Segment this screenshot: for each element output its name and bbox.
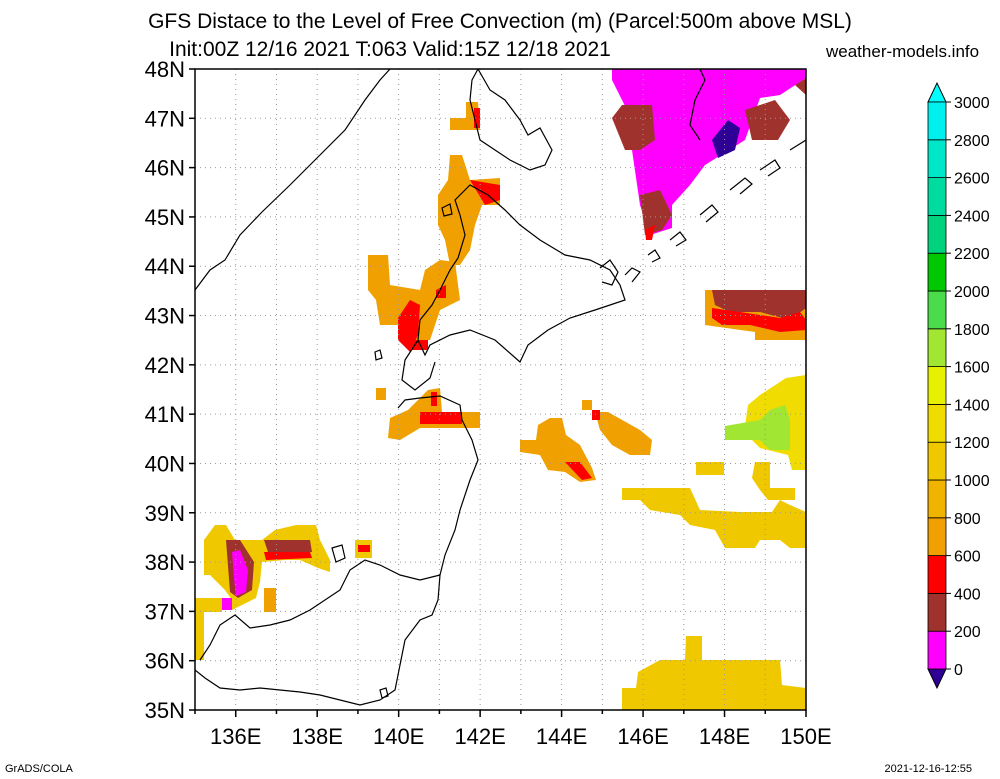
- colorbar-swatch: [927, 441, 947, 481]
- colorbar-swatch: [927, 593, 947, 632]
- field-patch: [595, 412, 652, 455]
- field-patch: [612, 69, 806, 235]
- colorbar-label: 1400: [954, 397, 990, 414]
- field-patch: [712, 120, 740, 158]
- field-patch: [622, 636, 806, 710]
- colorbar-swatch: [927, 630, 947, 670]
- colorbar-label: 2600: [954, 171, 990, 188]
- colorbar-label: 0: [954, 662, 963, 679]
- colorbar-swatch: [927, 139, 947, 179]
- field-patch: [264, 540, 312, 552]
- lat-label: 37N: [145, 599, 185, 624]
- colorbar-swatch: [927, 290, 947, 330]
- colorbar-label: 2400: [954, 208, 990, 225]
- colorbar-swatch: [927, 328, 947, 367]
- colorbar-swatch: [927, 252, 947, 292]
- colorbar-label: 800: [954, 511, 981, 528]
- map-frame: [194, 68, 807, 711]
- lon-label: 136E: [210, 724, 261, 749]
- field-patch: [222, 598, 232, 610]
- field-patch: [565, 462, 592, 480]
- colorbar-label: 1800: [954, 322, 990, 339]
- field-patch: [645, 225, 655, 240]
- graticule: [195, 69, 806, 710]
- lat-label: 35N: [145, 698, 185, 723]
- colorbar: 3000280026002400220020001800160014001200…: [927, 81, 990, 690]
- lfc-field: [195, 69, 806, 710]
- field-patch: [358, 545, 370, 552]
- colorbar-label: 400: [954, 586, 981, 603]
- field-patch: [725, 405, 790, 450]
- colorbar-swatch: [927, 479, 947, 519]
- field-patch: [436, 285, 446, 298]
- map-title: GFS Distace to the Level of Free Convect…: [148, 10, 852, 33]
- lat-label: 36N: [145, 649, 185, 674]
- map-subtitle: Init:00Z 12/16 2021 T:063 Valid:15Z 12/1…: [169, 38, 611, 61]
- field-patch: [420, 412, 462, 424]
- lon-label: 140E: [373, 724, 424, 749]
- colorbar-label: 2000: [954, 284, 990, 301]
- map-axes: 48N 47N 46N 45N 44N 43N 42N 41N 40N 39N 38N 37N 36N 3…: [145, 57, 832, 749]
- colorbar-label: 600: [954, 549, 981, 566]
- field-patch: [264, 588, 276, 612]
- colorbar-label: 3000: [954, 95, 990, 112]
- field-patch: [795, 78, 806, 95]
- field-patch: [195, 598, 222, 660]
- field-patch: [582, 400, 592, 410]
- footer-credit: GrADS/COLA: [5, 763, 73, 775]
- lon-label: 142E: [454, 724, 505, 749]
- field-patch: [368, 255, 460, 340]
- field-patch: [592, 410, 600, 420]
- colorbar-swatch: [927, 177, 947, 216]
- field-patch: [712, 290, 806, 320]
- colorbar-swatch: [927, 403, 947, 443]
- field-patch: [696, 462, 724, 475]
- colorbar-swatch: [927, 555, 947, 594]
- field-patch: [640, 190, 672, 235]
- field-patch: [376, 388, 386, 400]
- colorbar-swatch: [927, 101, 947, 141]
- lon-label: 148E: [699, 724, 750, 749]
- lat-label: 48N: [145, 57, 185, 82]
- colorbar-label: 200: [954, 624, 981, 641]
- field-patch: [712, 308, 806, 332]
- lat-label: 47N: [145, 106, 185, 131]
- colorbar-label: 1200: [954, 435, 990, 452]
- lat-label: 39N: [145, 501, 185, 526]
- colorbar-swatch: [927, 517, 947, 556]
- colorbar-swatch: [927, 366, 947, 405]
- colorbar-label: 1000: [954, 473, 990, 490]
- site-credit: weather-models.info: [826, 42, 980, 61]
- lat-label: 46N: [145, 156, 185, 181]
- field-patch: [398, 300, 420, 352]
- field-patch: [745, 100, 790, 140]
- lon-label: 144E: [536, 724, 587, 749]
- footer-timestamp: 2021-12-16-12:55: [884, 763, 972, 775]
- colorbar-label: 1600: [954, 360, 990, 377]
- colorbar-min-cap: [927, 668, 947, 690]
- field-patch: [622, 488, 806, 548]
- field-patch: [752, 462, 795, 500]
- field-patch: [612, 105, 655, 150]
- lon-label: 150E: [780, 724, 831, 749]
- lat-label: 42N: [145, 353, 185, 378]
- lon-label: 146E: [617, 724, 668, 749]
- lon-label: 138E: [292, 724, 343, 749]
- lat-label: 43N: [145, 304, 185, 329]
- colorbar-label: 2200: [954, 246, 990, 263]
- lat-label: 41N: [145, 402, 185, 427]
- colorbar-max-cap: [927, 81, 947, 103]
- field-patch: [438, 155, 500, 265]
- lat-label: 40N: [145, 451, 185, 476]
- coastline: [195, 69, 806, 706]
- colorbar-label: 2800: [954, 133, 990, 150]
- colorbar-swatch: [927, 214, 947, 254]
- lat-label: 38N: [145, 550, 185, 575]
- lat-label: 45N: [145, 205, 185, 230]
- field-patch: [431, 392, 437, 406]
- lat-label: 44N: [145, 254, 185, 279]
